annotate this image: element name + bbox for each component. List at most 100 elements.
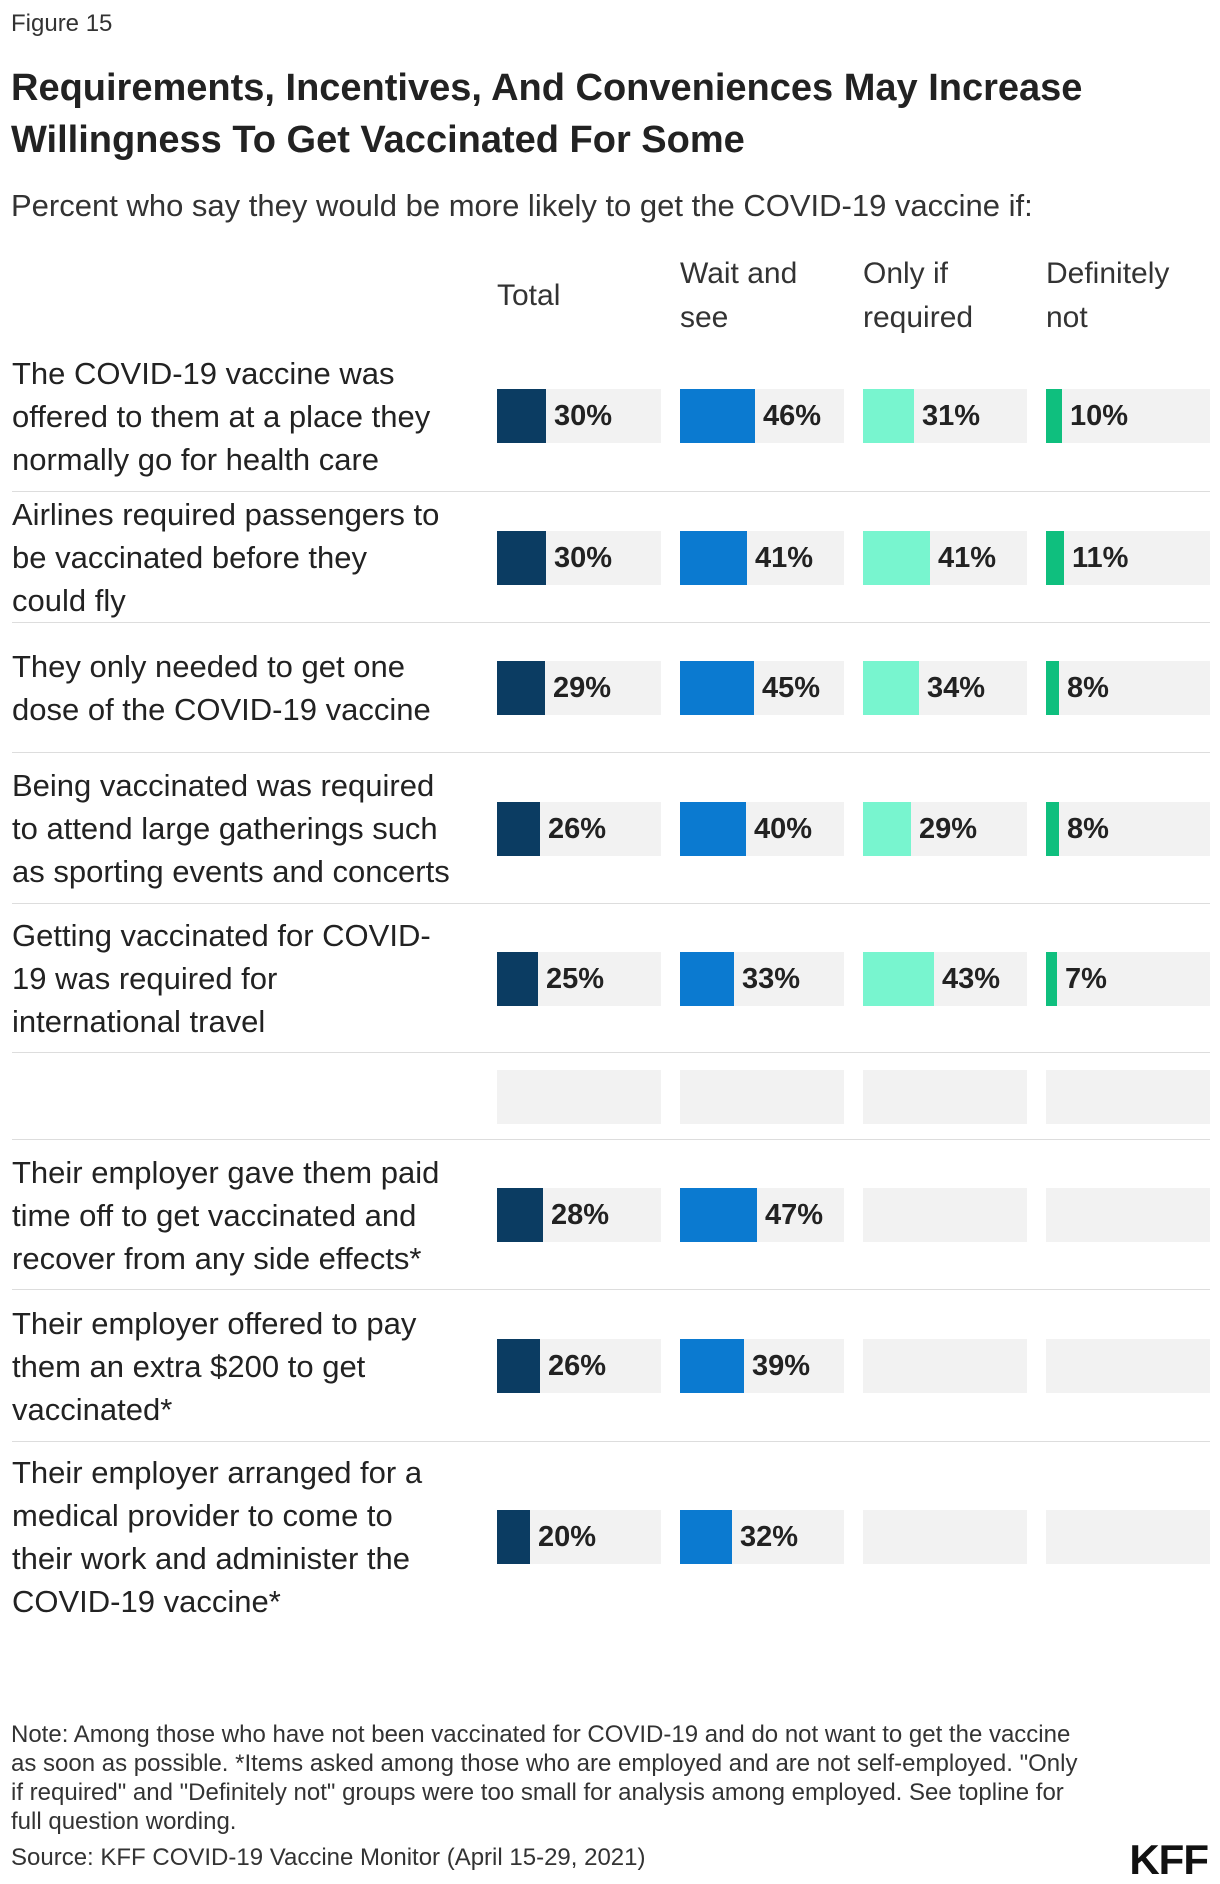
bar-track: 41% — [680, 530, 844, 585]
bar-track: 26% — [497, 1339, 661, 1393]
bar-value-label: 40% — [754, 812, 813, 845]
column-header-2: Wait and see — [680, 252, 850, 340]
row-separator — [12, 903, 1210, 904]
bar-value-label: 31% — [922, 400, 981, 432]
bar-value-label: 30% — [554, 400, 613, 432]
bar — [497, 951, 538, 1006]
row-separator — [12, 491, 1210, 492]
bar-value-label: 41% — [938, 541, 997, 574]
bar — [680, 661, 754, 715]
bar-track — [497, 1069, 661, 1124]
bar — [863, 389, 914, 443]
bar-value-label: 7% — [1065, 962, 1107, 995]
bar — [497, 661, 545, 715]
bar-value-label: 8% — [1067, 812, 1109, 845]
bar — [497, 530, 546, 585]
row-label-line: be vaccinated before they — [12, 540, 368, 575]
kff-logo: KFF — [1129, 1836, 1209, 1883]
bar — [680, 951, 734, 1006]
bar — [497, 1339, 540, 1393]
bar — [497, 389, 546, 443]
bar-track: 40% — [680, 801, 844, 856]
bar-track: 20% — [497, 1510, 661, 1564]
bar-track — [863, 1510, 1027, 1564]
bar-track: 28% — [497, 1188, 661, 1242]
figure-label: Figure 15 — [11, 10, 113, 37]
row-label: Their employer offered to pay them an ext… — [12, 1302, 488, 1431]
bar-value-label: 8% — [1067, 672, 1109, 704]
row-label-line: Their employer arranged for a — [12, 1455, 423, 1490]
bar — [863, 530, 930, 585]
column-header-line: see — [680, 301, 729, 334]
row-label: They only needed to get one dose of the C… — [12, 645, 488, 731]
bar — [680, 1510, 732, 1564]
row-separator — [12, 1289, 1210, 1290]
row-label-line: medical provider to come to — [12, 1498, 393, 1533]
bar-value-label: 34% — [927, 672, 986, 704]
bar — [680, 1339, 744, 1393]
row-label-line: time off to get vaccinated and — [12, 1197, 417, 1233]
bar-value-label: 47% — [765, 1199, 824, 1231]
column-header-line: Definitely — [1046, 257, 1170, 290]
bar-track: 34% — [863, 661, 1027, 715]
bar-track: 10% — [1046, 389, 1210, 443]
row-label-line: The COVID-19 vaccine was — [12, 355, 395, 391]
bar-track — [863, 1339, 1027, 1393]
bar-track: 7% — [1046, 951, 1210, 1006]
column-header-line: not — [1046, 301, 1088, 334]
row-label-line: dose of the COVID-19 vaccine — [12, 692, 431, 727]
bar-track — [1046, 1510, 1210, 1564]
row-label-line: Their employer gave them paid — [12, 1154, 440, 1190]
bar-track: 11% — [1046, 530, 1210, 585]
bar-track — [863, 1188, 1027, 1242]
bar-value-label: 25% — [546, 962, 605, 995]
bar — [1046, 661, 1059, 715]
column-header-line: Wait and — [680, 257, 798, 290]
bar-track: 31% — [863, 389, 1027, 443]
bar-track: 47% — [680, 1188, 844, 1242]
bar-value-label: 20% — [538, 1521, 597, 1553]
bar-track: 8% — [1046, 801, 1210, 856]
bar — [680, 530, 747, 585]
column-header-line: Total — [497, 279, 561, 312]
row-separator — [12, 752, 1210, 753]
row-label-line: Getting vaccinated for COVID- — [12, 918, 431, 953]
bar-track: 32% — [680, 1510, 844, 1564]
bar — [1046, 389, 1062, 443]
bar-value-label: 26% — [548, 1350, 607, 1382]
row-label-line: They only needed to get one — [12, 649, 405, 684]
row-separator — [12, 622, 1210, 623]
bar — [863, 951, 934, 1006]
bar-value-label: 28% — [551, 1199, 610, 1231]
bar — [497, 801, 540, 856]
row-label-line: offered to them at a place they — [12, 398, 431, 434]
bar-value-label: 33% — [742, 962, 801, 995]
row-label-line: them an extra $200 to get — [12, 1348, 366, 1384]
bar-track — [1046, 1339, 1210, 1393]
row-label: Their employer gave them paid time off to… — [12, 1151, 488, 1280]
bar-track — [680, 1069, 844, 1124]
chart-note: Note: Among those who have not been vacc… — [11, 1721, 1078, 1835]
row-label-line: Being vaccinated was required — [12, 768, 435, 803]
bar-value-label: 46% — [763, 400, 822, 432]
chart-title: Requirements, Incentives, And Convenienc… — [11, 67, 1083, 161]
bar-track: 8% — [1046, 661, 1210, 715]
bar — [863, 801, 911, 856]
row-label-line: as sporting events and concerts — [12, 854, 450, 889]
bar-value-label: 45% — [762, 672, 821, 704]
chart-source: Source: KFF COVID-19 Vaccine Monitor (Ap… — [11, 1844, 646, 1871]
bar — [1046, 530, 1064, 585]
bar — [680, 389, 755, 443]
row-label-line: their work and administer the — [12, 1541, 411, 1576]
row-label-line: COVID-19 vaccine* — [12, 1584, 281, 1619]
column-header-line: required — [863, 301, 974, 334]
bar-value-label: 32% — [740, 1521, 799, 1553]
bar-value-label: 39% — [752, 1350, 811, 1382]
bar — [1046, 951, 1057, 1006]
row-separator — [12, 1052, 1210, 1053]
bar — [1046, 801, 1059, 856]
bar-track: 29% — [497, 661, 661, 715]
bar — [680, 801, 746, 856]
bar-value-label: 41% — [755, 541, 814, 574]
bar-track — [1046, 1069, 1210, 1124]
